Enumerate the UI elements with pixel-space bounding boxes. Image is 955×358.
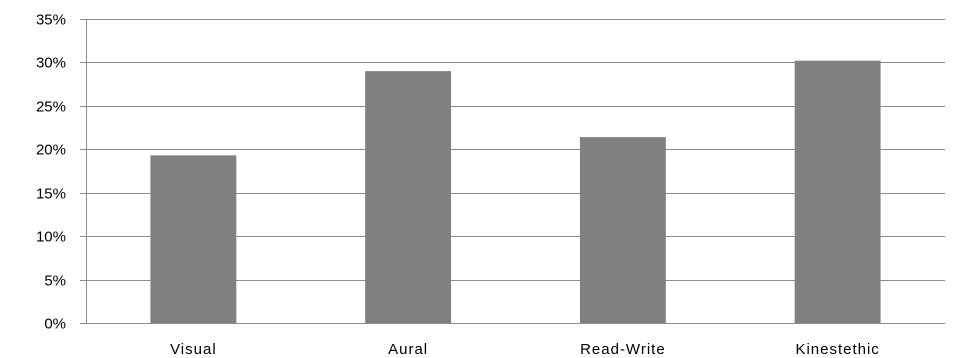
- y-tick-label-5: 5%: [44, 273, 66, 290]
- x-tick-label-aural: Aural: [388, 341, 428, 358]
- y-tick-label-30: 30%: [36, 55, 66, 72]
- y-tick-labels: 0% 5% 10% 15% 20% 25% 30% 35%: [36, 12, 66, 333]
- x-tick-labels: Visual Aural Read-Write Kinestethic: [170, 341, 879, 358]
- bar-read-write: [579, 137, 666, 323]
- y-tick-label-35: 35%: [36, 12, 66, 29]
- y-tick-label-0: 0%: [44, 316, 66, 333]
- bars: [150, 60, 881, 323]
- x-tick-label-read-write: Read-Write: [580, 341, 666, 358]
- y-tick-label-25: 25%: [36, 99, 66, 116]
- bar-visual: [150, 155, 237, 323]
- y-tick-label-20: 20%: [36, 142, 66, 159]
- y-tick-label-10: 10%: [36, 229, 66, 246]
- y-tick-label-15: 15%: [36, 186, 66, 203]
- axes: [80, 19, 945, 324]
- bar-aural: [365, 71, 452, 323]
- x-tick-label-kinestethic: Kinestethic: [795, 341, 879, 358]
- x-tick-label-visual: Visual: [170, 341, 217, 358]
- bar-kinestethic: [794, 60, 881, 323]
